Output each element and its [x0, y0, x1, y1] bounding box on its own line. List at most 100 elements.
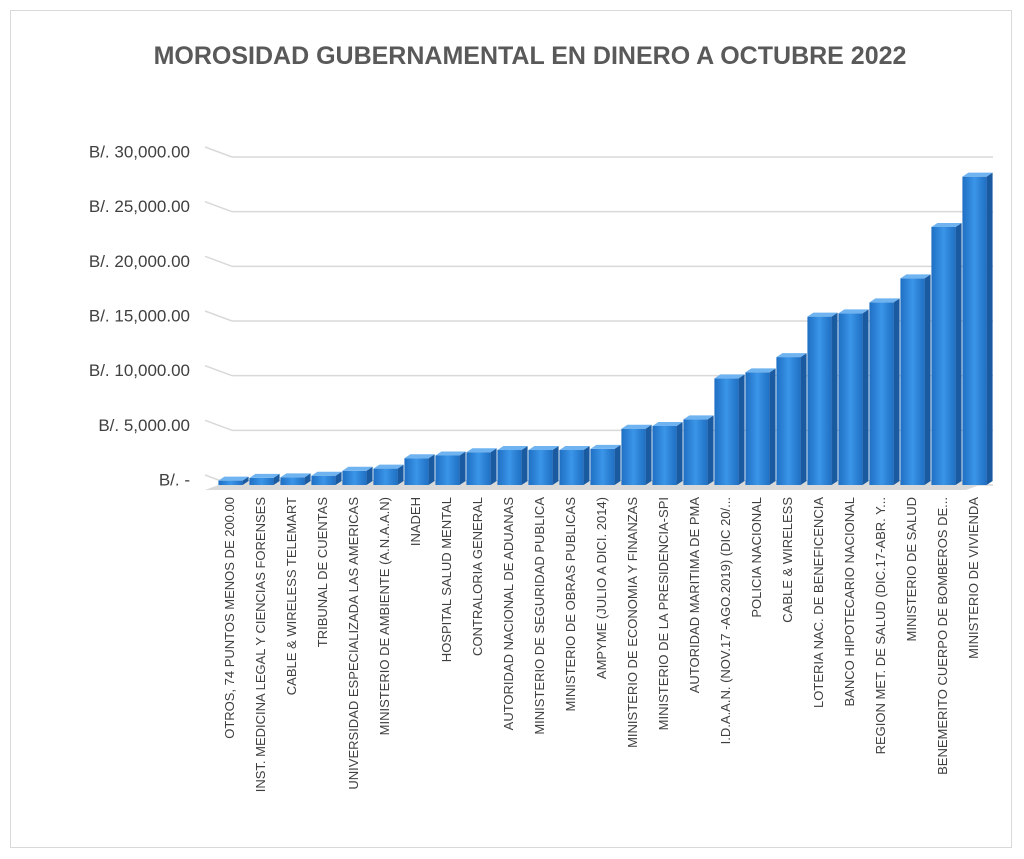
- bar-top: [683, 415, 714, 420]
- x-tick-label: REGION MET. DE SALUD (DIC.17-ABR. Y...: [873, 497, 888, 754]
- bar: [869, 302, 894, 485]
- grid-line-slant: [204, 419, 233, 432]
- bar-top: [528, 446, 559, 451]
- bar-side: [397, 464, 404, 485]
- x-tick-label: CONTRALORIA GENERAL: [470, 497, 485, 656]
- bar-top: [280, 473, 311, 478]
- x-tick-label: MINISTERIO DE LA PRESIDENCIA-SPI: [656, 497, 671, 730]
- bar-side: [769, 368, 776, 485]
- bar-top: [900, 274, 931, 279]
- bar-side: [521, 446, 528, 485]
- bar: [342, 470, 367, 485]
- bar-side: [800, 353, 807, 485]
- bar-side: [459, 451, 466, 485]
- bar: [249, 477, 274, 485]
- bar-top: [218, 476, 249, 481]
- bar: [497, 450, 522, 485]
- bar-side: [614, 444, 621, 485]
- bar-top: [807, 312, 838, 317]
- y-tick-label: B/. 30,000.00: [89, 142, 190, 161]
- chart-border: [10, 10, 1012, 848]
- x-tick-label: UNIVERSIDAD ESPECIALIZADA LAS AMERICAS: [346, 497, 361, 790]
- bar: [466, 452, 491, 485]
- bar-side: [831, 312, 838, 485]
- bar: [218, 480, 243, 485]
- bar: [683, 419, 708, 485]
- bar-side: [924, 274, 931, 485]
- bar-side: [335, 471, 342, 485]
- bar-top: [962, 172, 993, 177]
- bar-top: [559, 446, 590, 451]
- chart-title: MOROSIDAD GUBERNAMENTAL EN DINERO A OCTU…: [153, 42, 907, 70]
- bar-side: [552, 446, 559, 485]
- bar: [931, 226, 956, 485]
- x-tick-label: AUTORIDAD MARITIMA DE PMA: [687, 497, 702, 694]
- bar: [621, 428, 646, 485]
- y-tick-label: B/. -: [159, 470, 190, 489]
- bar-top: [342, 466, 373, 471]
- x-tick-label: CABLE & WIRELESS: [780, 497, 795, 623]
- bar: [776, 357, 801, 485]
- bar: [435, 455, 460, 485]
- y-tick-label: B/. 15,000.00: [89, 306, 190, 325]
- x-tick-label: INADEH: [408, 497, 423, 546]
- x-tick-label: TRIBUNAL DE CUENTAS: [315, 497, 330, 648]
- bar-side: [645, 424, 652, 485]
- bar: [373, 468, 398, 485]
- x-tick-label: MINISTERIO DE AMBIENTE (A.N.A.A.N): [377, 497, 392, 735]
- y-tick-label: B/. 10,000.00: [89, 361, 190, 380]
- bar: [559, 450, 584, 485]
- bar-side: [738, 374, 745, 485]
- bar: [590, 448, 615, 485]
- x-tick-label: AUTORIDAD NACIONAL DE ADUANAS: [501, 497, 516, 731]
- x-tick-label: CABLE & WIRELESS TELEMART: [284, 497, 299, 695]
- bar: [404, 458, 429, 485]
- bar: [900, 278, 925, 485]
- x-tick-label: I.D.A.A.N. (NOV.17 -AGO.2019) (DIC 20/..…: [718, 497, 733, 744]
- bar-top: [869, 298, 900, 303]
- x-tick-label: OTROS, 74 PUNTOS MENOS DE 200.00: [222, 497, 237, 739]
- x-tick-label: BENEMERITO CUERPO DE BOMBEROS DE...: [935, 497, 950, 775]
- bar-top: [311, 471, 342, 476]
- grid-line-slant: [204, 200, 233, 213]
- bar-top: [745, 368, 776, 373]
- bar-side: [862, 309, 869, 485]
- bar-side: [490, 448, 497, 485]
- bar-top: [652, 421, 683, 426]
- x-tick-label: AMPYME (JULIO A DICI. 2014): [594, 497, 609, 679]
- bar-top: [621, 424, 652, 429]
- bar-side: [583, 446, 590, 485]
- bar-top: [838, 309, 869, 314]
- bar-top: [404, 454, 435, 459]
- grid-line-slant: [204, 146, 233, 158]
- x-tick-label: POLICIA NACIONAL: [749, 497, 764, 618]
- bar: [838, 313, 863, 485]
- y-tick-label: B/. 25,000.00: [89, 197, 190, 216]
- x-tick-label: HOSPITAL SALUD MENTAL: [439, 497, 454, 662]
- bar: [280, 477, 305, 485]
- x-tick-label: MINISTERIO DE ECONOMIA Y FINANZAS: [625, 497, 640, 748]
- x-tick-label: LOTERIA NAC. DE BENEFICENCIA: [811, 497, 826, 708]
- bar-side: [366, 466, 373, 485]
- bar: [745, 372, 770, 485]
- bar: [962, 176, 987, 485]
- grid-line-slant: [204, 310, 233, 322]
- bar-side: [955, 222, 962, 485]
- bar: [807, 316, 832, 485]
- bar-top: [497, 446, 528, 451]
- bar: [652, 425, 677, 485]
- x-tick-label: MINISTERIO DE SALUD: [904, 497, 919, 641]
- x-tick-label: BANCO HIPOTECARIO NACIONAL: [842, 497, 857, 706]
- bar-side: [273, 473, 280, 485]
- bar-side: [893, 298, 900, 485]
- bar-side: [707, 415, 714, 485]
- bar-side: [428, 454, 435, 485]
- bar: [528, 450, 553, 485]
- bar-top: [776, 353, 807, 358]
- bar: [714, 378, 739, 485]
- x-tick-label: MINISTERIO DE VIVIENDA: [966, 497, 981, 659]
- bar-top: [466, 448, 497, 453]
- grid-line-slant: [204, 255, 233, 268]
